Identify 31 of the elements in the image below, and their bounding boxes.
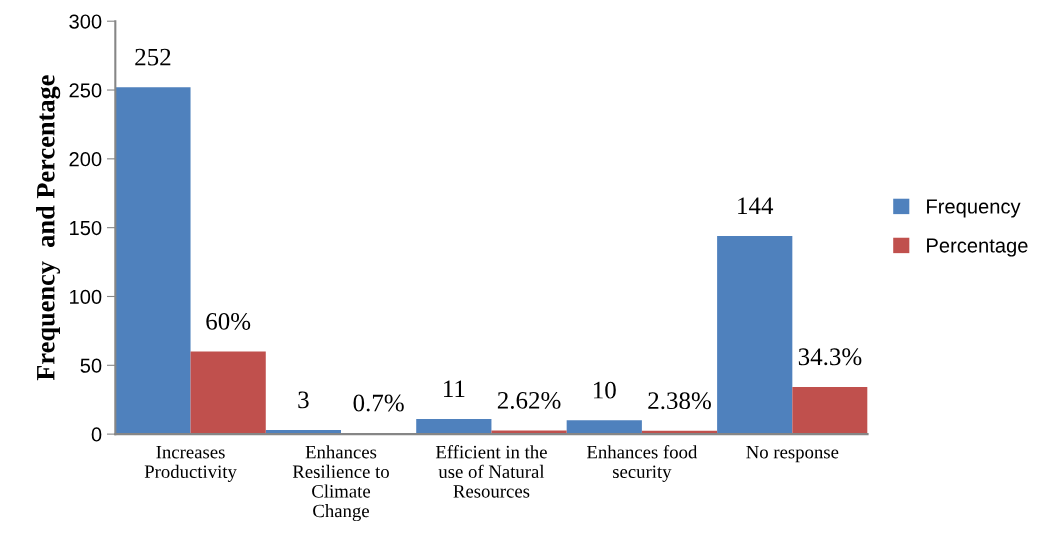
x-tick-label: Enhances food security (586, 445, 698, 482)
data-label: 2.62% (497, 391, 561, 409)
x-tick-label: Efficient in the use of Natural Resources (435, 445, 547, 498)
y-tick-label: 300 (69, 14, 102, 29)
bar (566, 420, 642, 435)
bar (792, 386, 868, 435)
x-tick-label: Increases Productivity (144, 445, 237, 482)
data-label: 3 (298, 391, 309, 409)
y-tick-label: 250 (69, 83, 102, 98)
data-label: 10 (593, 381, 616, 399)
data-label: 34.3% (798, 348, 862, 366)
y-axis-title: Frequency and Percentage (36, 75, 61, 381)
bar (717, 235, 793, 435)
legend-label: Percentage (927, 238, 1028, 257)
data-label: 11 (444, 380, 465, 397)
y-tick-label: 200 (69, 152, 102, 167)
y-tick-label: 100 (70, 289, 102, 304)
x-tick-label: Enhances Resilience to Climate Change (292, 445, 389, 522)
y-tick-label: 50 (80, 358, 102, 373)
bar (190, 351, 266, 435)
data-label: 144 (738, 197, 774, 214)
data-label: 252 (135, 48, 171, 66)
legend-label: Frequency (927, 199, 1021, 218)
x-tick-label: No response (746, 445, 839, 463)
bar (416, 418, 492, 435)
y-tick-label: 150 (70, 220, 102, 236)
data-label: 60% (206, 312, 251, 330)
data-label: 2.38% (648, 392, 711, 410)
bar (115, 87, 191, 435)
y-tick-label: 0 (91, 427, 102, 442)
data-label: 0.7% (353, 394, 404, 412)
